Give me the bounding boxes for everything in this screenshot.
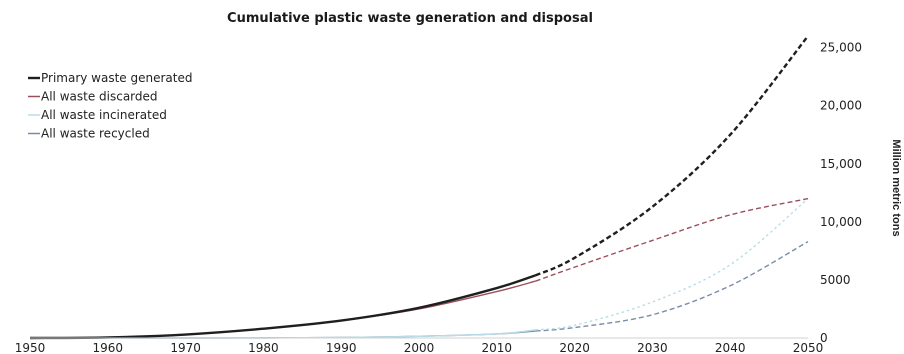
x-tick-label: 1990 [326,341,357,354]
x-axis: 1950 1960 1970 1980 1990 2000 2010 2020 2030 2040… [15,337,824,354]
x-tick-label: 2000 [404,341,435,354]
y-tick-label: 15,000 [820,157,862,171]
y-tick-label: 20,000 [820,99,862,113]
legend-item: All waste incinerated [28,108,167,122]
x-tick-label: 2020 [559,341,590,354]
y-tick-label: 25,000 [820,41,862,55]
x-tick-label: 2010 [482,341,513,354]
chart-title: Cumulative plastic waste generation and … [227,11,593,26]
x-tick-label: 1950 [15,341,46,354]
legend-label: All waste recycled [41,127,150,141]
series-primary-waste-generated [29,35,809,340]
series-projection-all-waste-incinerated [535,198,809,331]
y-tick-label: 0 [820,331,828,345]
series-projection-primary-waste-generated [535,35,809,277]
x-tick-label: 1970 [170,341,201,354]
y-tick-label: 10,000 [820,215,862,229]
y-tick-label: 5000 [820,273,851,287]
x-tick-label: 2040 [715,341,746,354]
y-axis: 0 5000 10,000 15,000 20,000 25,000 [820,41,862,345]
legend-item: Primary waste generated [28,71,193,85]
series-all-waste-recycled [29,240,809,339]
series-all-waste-discarded [29,197,809,339]
x-tick-label: 2050 [793,341,824,354]
x-tick-label: 2030 [637,341,668,354]
series-line-all-waste-discarded [29,280,536,339]
legend-label: All waste incinerated [41,108,167,122]
series-projection-all-waste-recycled [535,240,809,332]
series-projection-all-waste-discarded [535,197,809,282]
legend-label: All waste discarded [41,90,158,104]
x-tick-label: 1980 [248,341,279,354]
legend-label: Primary waste generated [41,71,193,85]
legend-item: All waste recycled [28,127,150,141]
series-line-primary-waste-generated [29,274,537,340]
series-all-waste-incinerated [29,198,809,339]
legend-item: All waste discarded [28,90,158,104]
x-tick-label: 1960 [93,341,124,354]
y-axis-label: Million metric tons [890,139,902,236]
legend: Primary waste generated All waste discard… [28,71,193,141]
